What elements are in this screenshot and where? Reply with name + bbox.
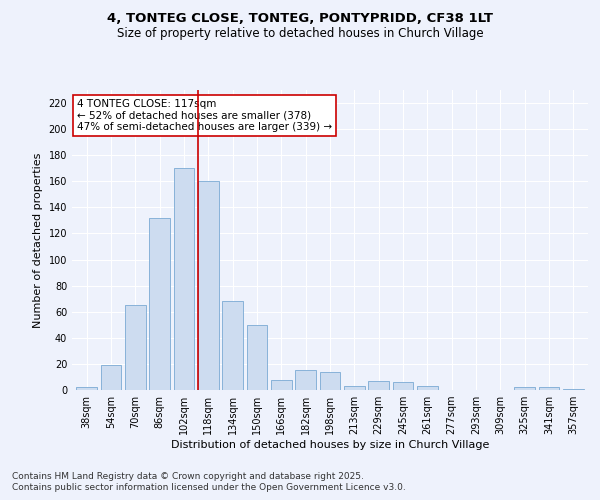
Bar <box>563 388 584 390</box>
Bar <box>539 388 559 390</box>
Bar <box>271 380 292 390</box>
Bar <box>198 182 218 390</box>
Text: 4 TONTEG CLOSE: 117sqm
← 52% of detached houses are smaller (378)
47% of semi-de: 4 TONTEG CLOSE: 117sqm ← 52% of detached… <box>77 99 332 132</box>
Text: Contains HM Land Registry data © Crown copyright and database right 2025.: Contains HM Land Registry data © Crown c… <box>12 472 364 481</box>
Text: Contains public sector information licensed under the Open Government Licence v3: Contains public sector information licen… <box>12 484 406 492</box>
Bar <box>173 168 194 390</box>
Bar <box>320 372 340 390</box>
Bar <box>247 325 268 390</box>
Bar <box>392 382 413 390</box>
Bar <box>76 388 97 390</box>
Bar <box>514 388 535 390</box>
Bar <box>368 381 389 390</box>
Text: Size of property relative to detached houses in Church Village: Size of property relative to detached ho… <box>116 28 484 40</box>
Bar <box>295 370 316 390</box>
Bar <box>149 218 170 390</box>
Text: 4, TONTEG CLOSE, TONTEG, PONTYPRIDD, CF38 1LT: 4, TONTEG CLOSE, TONTEG, PONTYPRIDD, CF3… <box>107 12 493 26</box>
X-axis label: Distribution of detached houses by size in Church Village: Distribution of detached houses by size … <box>171 440 489 450</box>
Bar <box>222 302 243 390</box>
Bar <box>344 386 365 390</box>
Bar <box>101 365 121 390</box>
Y-axis label: Number of detached properties: Number of detached properties <box>33 152 43 328</box>
Bar <box>125 305 146 390</box>
Bar <box>417 386 438 390</box>
